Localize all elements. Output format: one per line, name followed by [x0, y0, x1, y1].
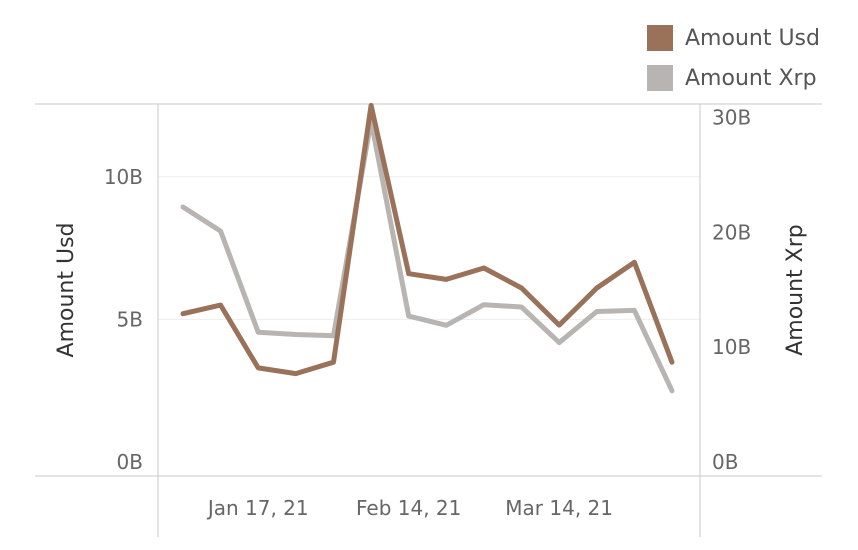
series-line-amount-usd[interactable]: [180, 102, 675, 377]
right-axis-title: Amount Xrp: [783, 224, 808, 356]
legend-label-amount-xrp: Amount Xrp: [685, 65, 817, 91]
x-tick-label: Mar 14, 21: [505, 496, 613, 520]
left-axis-ticks: 0B 5B 10B: [104, 165, 143, 474]
x-tick-label: Jan 17, 21: [206, 496, 309, 520]
x-axis-ticks: Jan 17, 21 Feb 14, 21 Mar 14, 21: [206, 496, 613, 520]
left-tick-label: 0B: [117, 450, 143, 474]
legend-swatch-amount-usd: [647, 25, 673, 51]
legend: Amount Usd Amount Xrp: [647, 18, 820, 98]
left-axis-title: Amount Usd: [54, 223, 79, 358]
left-tick-label: 10B: [104, 165, 143, 189]
x-tick-label: Feb 14, 21: [356, 496, 461, 520]
legend-swatch-amount-xrp: [647, 65, 673, 91]
gridlines: [158, 176, 700, 320]
left-tick-label: 5B: [117, 307, 143, 331]
legend-item-amount-usd[interactable]: Amount Usd: [647, 18, 820, 58]
right-tick-label: 20B: [712, 220, 751, 244]
right-tick-label: 10B: [712, 335, 751, 359]
legend-label-amount-usd: Amount Usd: [685, 25, 820, 51]
series-lines: [180, 102, 675, 394]
right-axis-ticks: 0B 10B 20B 30B: [712, 105, 751, 474]
series-line-amount-xrp[interactable]: [180, 118, 675, 394]
right-tick-label: 30B: [712, 105, 751, 129]
legend-item-amount-xrp[interactable]: Amount Xrp: [647, 58, 820, 98]
right-tick-label: 0B: [712, 450, 738, 474]
